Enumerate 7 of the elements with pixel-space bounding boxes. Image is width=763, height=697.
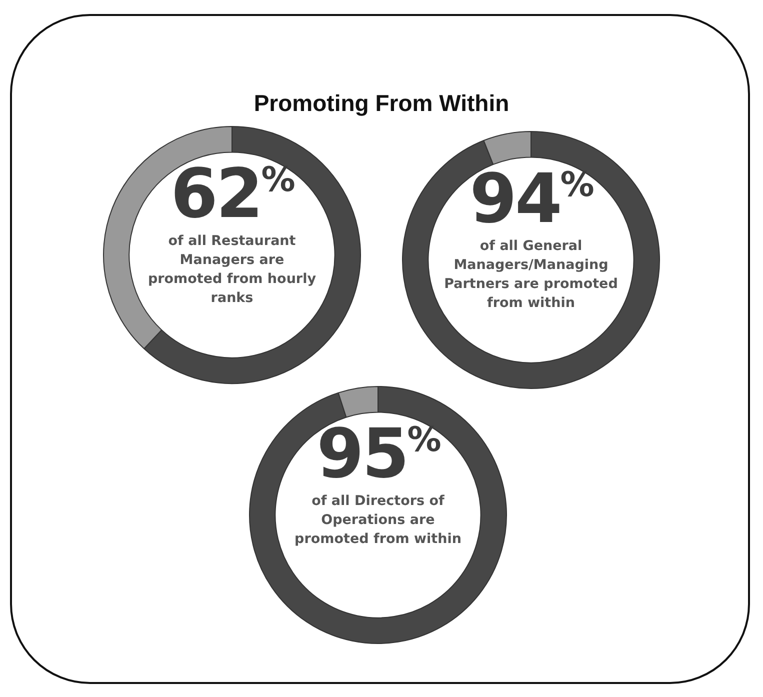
data-label: 94% [468, 160, 594, 239]
text: of all General Managers/Managing Partners are promoted from within [443, 237, 619, 313]
data-label: 95% [316, 415, 441, 494]
chart-title: Promoting From Within [252, 90, 510, 117]
text: of all Directors of Operations are promoted from within [294, 492, 462, 549]
data-label: 62% [170, 155, 295, 234]
text: of all Restaurant Managers are promoted from hourly ranks [146, 232, 318, 308]
